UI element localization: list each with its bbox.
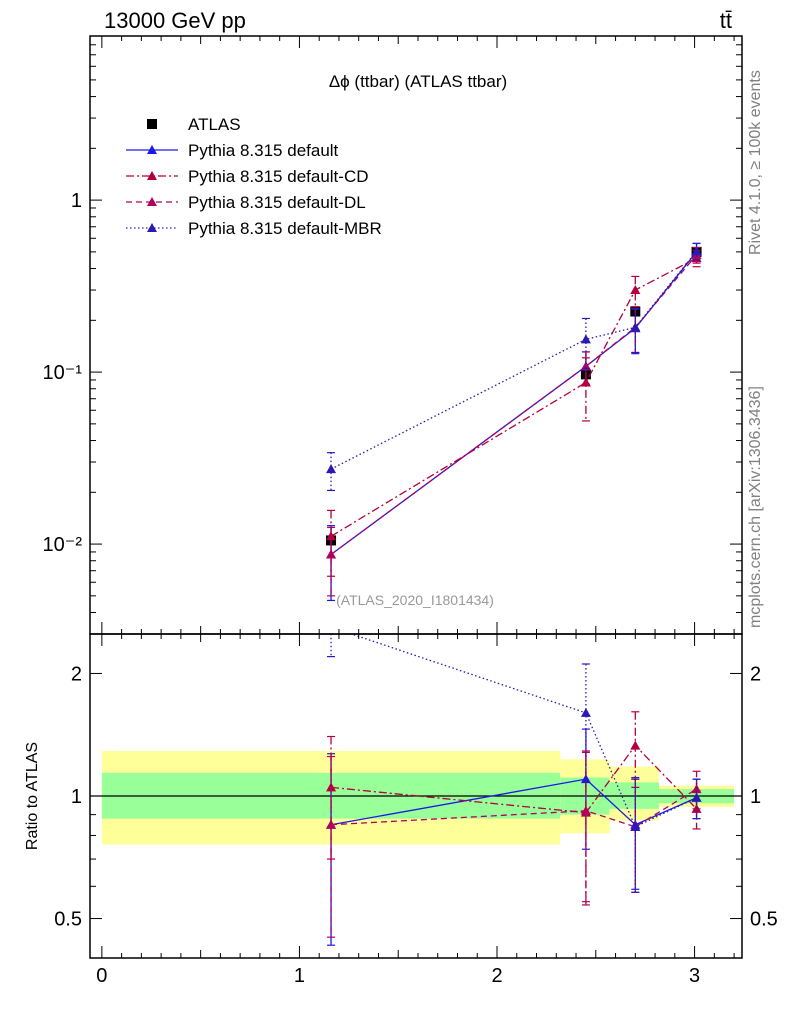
x-tick-label: 3 — [689, 965, 700, 987]
ratio-y-tick-label: 2 — [71, 663, 82, 685]
ratio-y-tick-label: 1 — [71, 786, 82, 808]
series-point — [630, 322, 641, 332]
legend-label: ATLAS — [188, 115, 241, 134]
ratio-y-axis-label: Ratio to ATLAS — [24, 742, 41, 850]
energy-label: 13000 GeV pp — [104, 8, 246, 33]
legend-marker — [147, 197, 157, 206]
legend: ATLAS Pythia 8.315 default Pythia 8.315 de… — [126, 115, 382, 238]
ratio-point — [580, 805, 591, 815]
ratio-point — [326, 819, 337, 829]
main-plot-title: Δϕ (ttbar) (ATLAS ttbar) — [329, 72, 507, 91]
series-point — [326, 464, 337, 474]
main-y-tick-label: 1 — [71, 190, 82, 212]
series-line-pythia-8-315-default — [330, 251, 698, 555]
x-tick-label: 0 — [96, 965, 107, 987]
legend-label: Pythia 8.315 default-MBR — [188, 219, 382, 238]
legend-marker — [147, 171, 157, 180]
series-point — [326, 549, 337, 559]
ratio-line-pythia-8-315-default-cd — [330, 744, 698, 814]
process-label: tt̄ — [720, 8, 732, 33]
series-line-pythia-8-315-default-mbr — [330, 250, 698, 470]
ratio-point — [326, 622, 336, 631]
legend-label: Pythia 8.315 default-DL — [188, 193, 366, 212]
main-y-tick-label: 10⁻² — [43, 534, 83, 556]
ratio-point — [580, 774, 591, 784]
series-point — [691, 246, 702, 256]
ratio-y-tick-label: 0.5 — [54, 909, 82, 931]
ratio-point — [691, 792, 702, 802]
ratio-point — [580, 707, 591, 717]
legend-label: Pythia 8.315 default — [188, 141, 339, 160]
ratio-point — [630, 740, 641, 750]
series-point — [326, 531, 337, 541]
legend-marker — [147, 223, 157, 232]
legend-marker — [147, 145, 157, 154]
series-point — [630, 285, 641, 295]
ratio-plot — [326, 622, 702, 946]
rivet-version-label: Rivet 4.1.0, ≥ 100k events — [747, 70, 764, 255]
main-y-tick-label: 10⁻¹ — [43, 362, 83, 384]
ratio-y-tick-label-right: 1 — [750, 786, 761, 808]
ratio-y-tick-label-right: 2 — [750, 663, 761, 685]
series-line-pythia-8-315-default-dl — [330, 254, 698, 555]
mcplots-source-label: mcplots.cern.ch [arXiv:1306.3436] — [747, 386, 764, 628]
legend-label: Pythia 8.315 default-CD — [188, 167, 369, 186]
main-plot — [326, 242, 702, 602]
ratio-line-pythia-8-315-default-dl — [331, 788, 697, 828]
legend-marker-atlas — [147, 119, 157, 129]
series-point — [580, 334, 591, 344]
analysis-watermark: (ATLAS_2020_I1801434) — [336, 592, 494, 608]
series-line-pythia-8-315-default-cd — [330, 257, 697, 537]
plot-frames: 1 10⁻¹ 10⁻² 2 2 1 1 0.5 0.5 0 1 2 3 — [43, 35, 778, 987]
x-tick-label: 2 — [491, 965, 502, 987]
x-tick-label: 1 — [294, 965, 305, 987]
ratio-point — [630, 821, 641, 831]
ratio-y-tick-label-right: 0.5 — [750, 909, 778, 931]
ratio-uncertainty-bands — [90, 750, 742, 845]
ratio-line-pythia-8-315-default — [330, 778, 697, 826]
